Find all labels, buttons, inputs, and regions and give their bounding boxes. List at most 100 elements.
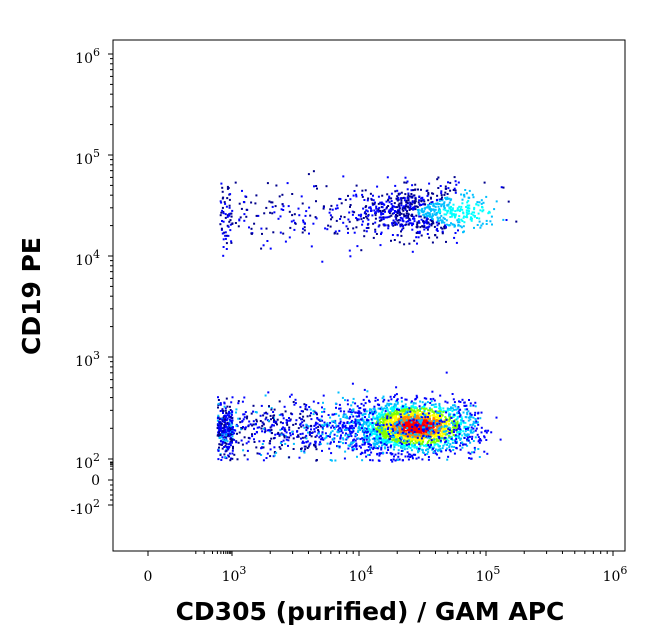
event-point [322,401,324,404]
event-point [261,443,264,445]
event-point [392,413,395,416]
event-point [280,433,283,436]
event-point [228,414,231,417]
event-point [271,432,273,435]
event-point [424,412,427,415]
event-point [319,443,322,445]
event-point [371,202,374,205]
event-point [414,183,417,186]
event-point [425,445,428,448]
event-point [273,417,276,420]
event-point [423,215,426,218]
event-point [281,193,284,196]
event-point [390,214,393,217]
event-point [397,449,400,452]
event-point [445,425,448,428]
event-point [313,444,316,447]
event-point [401,428,404,431]
event-point [274,205,277,208]
event-point [371,426,374,429]
event-point [428,418,431,421]
event-point [447,203,450,206]
event-point [407,192,410,195]
event-point [229,419,232,422]
event-point [339,420,342,423]
event-point [476,421,479,424]
event-point [390,239,392,242]
event-point [474,418,477,421]
event-point [426,401,429,404]
event-point [221,209,224,212]
event-point [329,442,332,445]
event-point [392,458,395,461]
event-point [261,232,263,235]
event-point [418,439,421,441]
event-point [374,440,377,443]
event-point [366,420,369,423]
event-point [297,434,300,437]
event-point [467,427,469,430]
event-point [408,242,411,245]
event-point [466,408,469,411]
event-point [464,408,467,411]
event-point [468,435,471,438]
event-point [426,217,429,220]
event-point [459,414,462,417]
event-point [368,409,371,412]
event-point [356,431,359,433]
event-point [377,441,380,444]
event-point [417,201,420,204]
event-point [270,408,273,411]
event-point [227,225,230,228]
event-point [218,433,221,436]
event-point [223,427,226,430]
event-point [449,413,452,416]
event-point [354,424,357,427]
event-point [308,206,311,209]
event-point [253,441,256,443]
event-point [485,219,488,222]
event-point [403,215,406,217]
event-point [364,449,367,452]
event-point [291,433,294,436]
event-point [436,439,439,442]
event-point [423,405,426,408]
event-point [241,427,244,430]
event-point [390,412,393,415]
event-point [417,456,420,459]
event-point [375,427,377,430]
event-point [431,425,434,428]
event-point [361,195,364,198]
event-point [356,455,358,458]
event-point [420,200,423,203]
event-point [395,413,398,416]
event-point [425,222,428,225]
event-point [305,426,308,429]
event-point [227,429,230,432]
event-point [264,418,267,421]
event-point [286,423,289,426]
event-point [218,443,221,446]
event-point [358,407,361,410]
event-point [375,233,378,235]
event-point [468,196,471,199]
event-point [409,407,412,410]
event-point [392,405,395,408]
event-point [389,210,392,213]
event-point [440,437,443,440]
event-point [335,219,338,222]
event-point [373,437,376,440]
event-point [398,202,401,205]
event-point [272,420,275,423]
event-point [448,427,451,430]
event-point [433,438,436,441]
event-point [445,226,447,229]
event-point [399,219,402,222]
event-point [361,437,364,440]
event-point [401,441,403,444]
event-point [443,193,446,196]
event-point [417,410,420,413]
event-point [411,438,414,441]
event-point [281,414,284,417]
event-point [396,411,399,414]
